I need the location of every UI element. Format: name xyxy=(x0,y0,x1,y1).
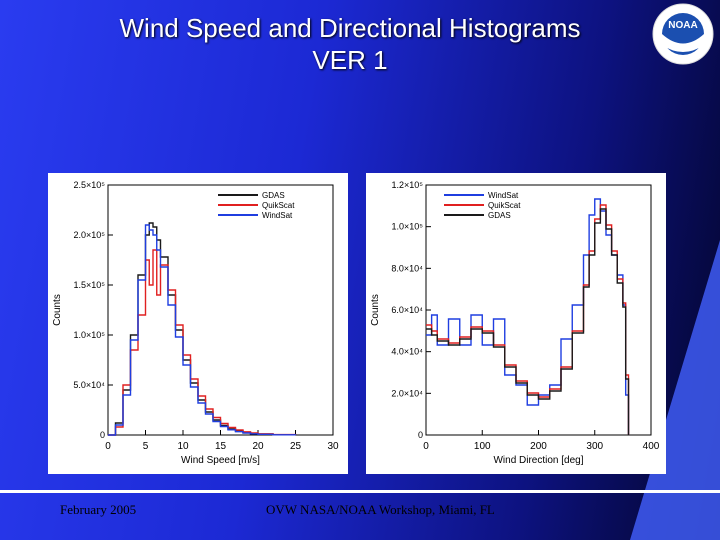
x-tick-label: 15 xyxy=(215,441,227,452)
y-tick-label: 2.0×10⁴ xyxy=(391,388,423,398)
x-tick-label: 200 xyxy=(530,441,547,452)
x-tick-label: 10 xyxy=(177,441,189,452)
series-line-windsat xyxy=(108,224,297,436)
series-line-quikscat xyxy=(108,249,297,436)
y-tick-label: 4.0×10⁴ xyxy=(391,347,423,357)
footer-venue: OVW NASA/NOAA Workshop, Miami, FL xyxy=(266,502,495,517)
slide-title: Wind Speed and Directional Histograms VE… xyxy=(60,12,640,76)
x-axis-label: Wind Speed [m/s] xyxy=(181,455,260,466)
legend-label: QuikScat xyxy=(262,201,295,210)
y-tick-label: 6.0×10⁴ xyxy=(391,305,423,315)
legend-label: GDAS xyxy=(262,191,285,200)
x-tick-label: 400 xyxy=(643,441,660,452)
x-tick-label: 25 xyxy=(290,441,302,452)
x-tick-label: 300 xyxy=(586,441,603,452)
legend-label: WindSat xyxy=(262,211,293,220)
y-axis-label: Counts xyxy=(52,294,63,326)
x-tick-label: 30 xyxy=(327,441,339,452)
y-tick-label: 2.0×10⁵ xyxy=(73,230,105,240)
x-tick-label: 0 xyxy=(423,441,429,452)
legend-label: GDAS xyxy=(488,211,511,220)
wind-direction-histogram: 0 100 200 300 400 0 2.0×10⁴ 4.0×10⁴ 6.0×10⁴ 8.0×1… xyxy=(366,173,666,474)
y-tick-label: 1.0×10⁵ xyxy=(73,330,105,340)
y-tick-label: 0 xyxy=(100,430,105,440)
series-line-windsat xyxy=(426,198,630,435)
y-tick-label: 0 xyxy=(418,430,423,440)
legend-label: WindSat xyxy=(488,191,519,200)
y-tick-label: 1.0×10⁵ xyxy=(391,222,423,232)
x-tick-label: 100 xyxy=(474,441,491,452)
plot-frame xyxy=(107,184,334,436)
series-line-gdas xyxy=(426,208,630,435)
y-tick-label: 5.0×10⁴ xyxy=(73,380,105,390)
y-tick-label: 8.0×10⁴ xyxy=(391,263,423,273)
x-axis-label: Wind Direction [deg] xyxy=(493,455,583,466)
x-tick-label: 5 xyxy=(143,441,149,452)
footer-date: February 2005 xyxy=(60,502,137,517)
y-tick-label: 2.5×10⁵ xyxy=(73,180,105,190)
y-tick-label: 1.2×10⁵ xyxy=(391,180,423,190)
noaa-logo-text: NOAA xyxy=(668,20,697,31)
title-line-2: VER 1 xyxy=(312,45,388,75)
x-tick-label: 20 xyxy=(252,441,264,452)
wind-speed-histogram: 0 5 10 15 20 25 30 0 5.0×10⁴ 1.0×10⁵ 1.5×10⁵ 2.0×10… xyxy=(48,173,348,474)
y-tick-label: 1.5×10⁵ xyxy=(73,280,105,290)
noaa-logo: NOAA xyxy=(652,3,714,65)
x-tick-label: 0 xyxy=(105,441,111,452)
title-line-1: Wind Speed and Directional Histograms xyxy=(119,13,581,43)
footer-divider xyxy=(0,490,720,493)
noaa-bird-shape xyxy=(662,34,704,52)
legend-label: QuikScat xyxy=(488,201,521,210)
y-axis-label: Counts xyxy=(370,294,381,326)
